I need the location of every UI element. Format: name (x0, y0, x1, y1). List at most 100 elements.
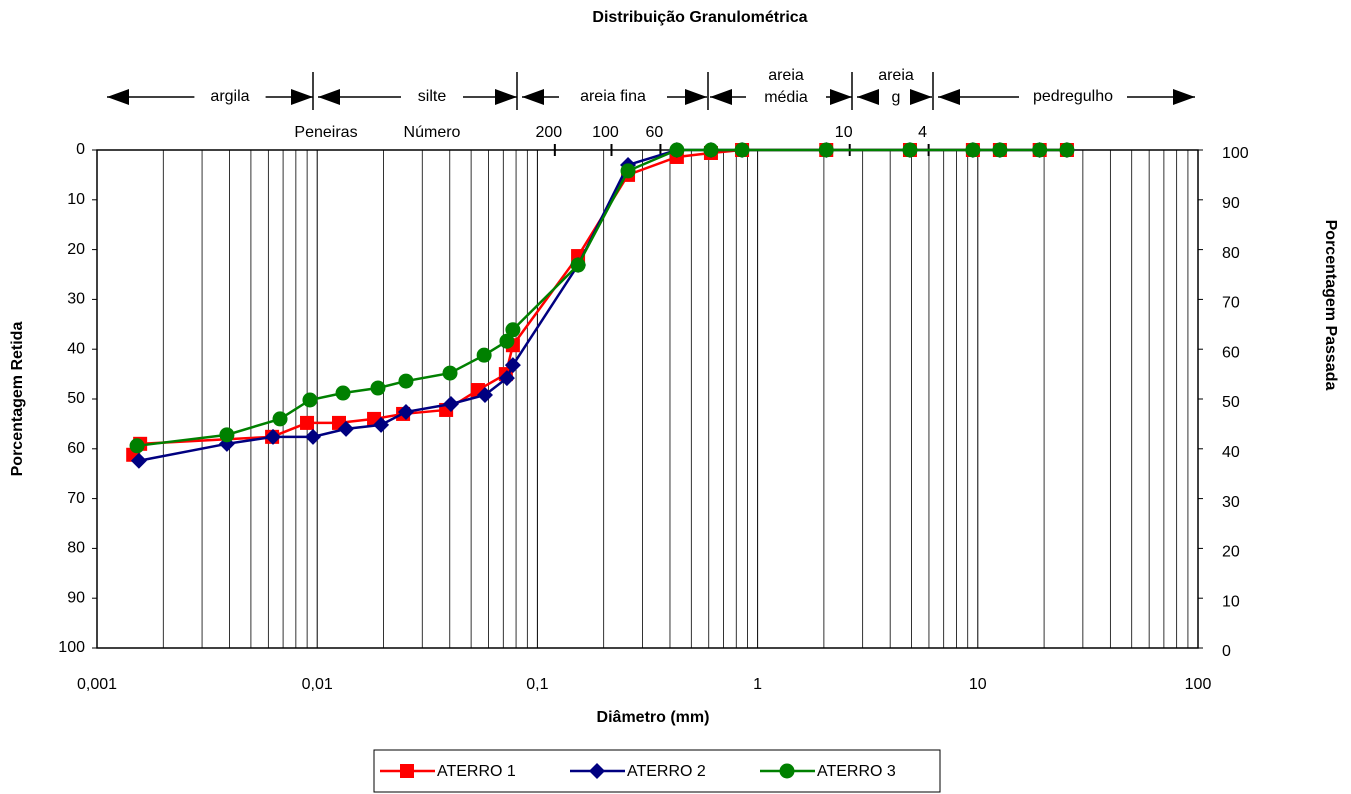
zone-arrowhead (107, 89, 129, 105)
chart-title: Distribuição Granulométrica (592, 9, 807, 26)
sieve-label: 200 (535, 124, 562, 141)
marker (504, 357, 521, 374)
legend-label: ATERRO 2 (627, 763, 706, 780)
marker (442, 395, 459, 412)
marker (265, 428, 282, 445)
marker (129, 438, 145, 454)
y2-axis-title: Porcentagem Passada (1322, 220, 1339, 391)
y2-tick-label: 80 (1222, 245, 1240, 262)
x-tick-label: 0,1 (526, 676, 548, 693)
y2-tick-label: 60 (1222, 344, 1240, 361)
x-tick-label: 10 (969, 676, 987, 693)
marker (373, 416, 390, 433)
y-tick-label: 70 (67, 490, 85, 507)
sieve-label: 10 (835, 124, 853, 141)
marker (302, 392, 318, 408)
marker (734, 142, 750, 158)
marker (818, 142, 834, 158)
zone-arrowhead (685, 89, 707, 105)
y-tick-label: 50 (67, 390, 85, 407)
marker (370, 380, 386, 396)
y2-tick-label: 100 (1222, 145, 1249, 162)
zone-arrowhead (1173, 89, 1195, 105)
zone-label: g (892, 89, 901, 106)
marker (398, 373, 414, 389)
y2-tick-label: 10 (1222, 593, 1240, 610)
sieve-title: Peneiras (294, 124, 357, 141)
sieve-label: 100 (592, 124, 619, 141)
x-tick-label: 1 (753, 676, 762, 693)
marker (620, 163, 636, 179)
marker (1059, 142, 1075, 158)
zone-arrowhead (857, 89, 879, 105)
marker (300, 415, 315, 430)
y-tick-label: 0 (76, 141, 85, 158)
zone-arrowhead (522, 89, 544, 105)
zone-label: areia (768, 67, 804, 84)
zone-label: pedregulho (1033, 88, 1113, 105)
zone-label: areia (878, 67, 914, 84)
marker (499, 333, 515, 349)
zone-label: média (764, 89, 808, 106)
sieve-title: Número (404, 124, 461, 141)
zone-arrowhead (830, 89, 852, 105)
marker (272, 411, 288, 427)
x-axis-title: Diâmetro (mm) (597, 709, 710, 726)
marker (400, 764, 414, 778)
y-tick-label: 80 (67, 540, 85, 557)
zone-arrowhead (910, 89, 932, 105)
marker (338, 420, 355, 437)
series-line (136, 148, 1067, 448)
y2-tick-label: 40 (1222, 444, 1240, 461)
y-tick-label: 100 (58, 639, 85, 656)
y-tick-label: 40 (67, 340, 85, 357)
zone-arrowhead (291, 89, 313, 105)
y2-tick-label: 70 (1222, 295, 1240, 312)
marker (992, 142, 1008, 158)
zone-arrowhead (495, 89, 517, 105)
y2-tick-label: 90 (1222, 195, 1240, 212)
y2-tick-label: 50 (1222, 394, 1240, 411)
marker (779, 763, 795, 779)
x-tick-label: 0,001 (77, 676, 117, 693)
marker (219, 427, 235, 443)
marker (397, 403, 414, 420)
x-tick-label: 0,01 (302, 676, 333, 693)
marker (505, 322, 521, 338)
marker (476, 387, 493, 404)
marker (442, 365, 458, 381)
y2-tick-label: 20 (1222, 544, 1240, 561)
marker (304, 428, 321, 445)
marker (335, 385, 351, 401)
marker (130, 452, 147, 469)
y-axis-title: Porcentagem Retida (9, 322, 26, 477)
zone-label: silte (418, 88, 447, 105)
y2-tick-label: 30 (1222, 494, 1240, 511)
series-line (132, 148, 1067, 456)
x-tick-label: 100 (1185, 676, 1212, 693)
marker (589, 763, 605, 779)
zone-arrowhead (938, 89, 960, 105)
marker (476, 347, 492, 363)
legend-label: ATERRO 3 (817, 763, 896, 780)
plot-frame (96, 149, 1199, 649)
zone-arrowhead (710, 89, 732, 105)
marker (965, 142, 981, 158)
marker (570, 257, 586, 273)
zone-arrowhead (318, 89, 340, 105)
zone-dividers (312, 72, 934, 110)
marker (902, 142, 918, 158)
sieve-label: 4 (918, 124, 927, 141)
zone-label: argila (210, 88, 249, 105)
legend-box (373, 749, 941, 793)
marker (1032, 142, 1048, 158)
zone-label: areia fina (580, 88, 646, 105)
marker (669, 142, 685, 158)
y-tick-label: 20 (67, 241, 85, 258)
sieve-label: 60 (646, 124, 664, 141)
y-tick-label: 90 (67, 589, 85, 606)
marker (498, 370, 515, 387)
marker (703, 142, 719, 158)
y-tick-label: 30 (67, 291, 85, 308)
